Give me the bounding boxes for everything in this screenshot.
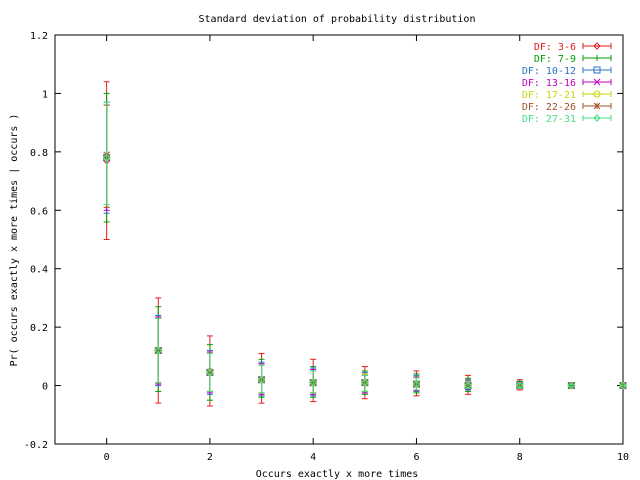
legend-sample bbox=[582, 67, 612, 73]
axis-ticks: 0 2 4 6 8 10 -0.2 0 0.2 0.4 0.6 0.8 1 1.2 bbox=[24, 31, 629, 463]
legend-entry: DF: 10-12 bbox=[522, 66, 612, 77]
series-6 bbox=[103, 104, 627, 394]
data-point bbox=[594, 55, 600, 61]
series-2 bbox=[103, 92, 626, 401]
legend-entry: DF: 22-26 bbox=[522, 102, 612, 113]
plot-frame bbox=[54, 34, 624, 445]
error-bar bbox=[258, 364, 265, 394]
legend-sample bbox=[582, 43, 612, 49]
error-bar bbox=[155, 317, 162, 384]
legend-entry: DF: 3-6 bbox=[534, 42, 612, 53]
legend-label: DF: 10-12 bbox=[522, 66, 576, 77]
x-tick-label: 4 bbox=[310, 452, 316, 463]
legend-label: DF: 22-26 bbox=[522, 102, 576, 113]
data-point bbox=[593, 114, 601, 122]
legend-entry: DF: 7-9 bbox=[534, 54, 612, 65]
legend-label: DF: 13-16 bbox=[522, 78, 576, 89]
y-tick-label: 0.6 bbox=[30, 206, 48, 217]
x-tick-label: 8 bbox=[517, 452, 523, 463]
legend-entry: DF: 27-31 bbox=[522, 114, 612, 125]
y-tick-label: 0.8 bbox=[30, 148, 48, 159]
data-point bbox=[567, 381, 576, 390]
y-tick-label: 0.4 bbox=[30, 265, 48, 276]
y-tick-label: -0.2 bbox=[24, 440, 48, 451]
series-3 bbox=[103, 101, 627, 397]
data-point bbox=[593, 102, 601, 110]
y-axis-label: Pr( occurs exactly x more times | occurs… bbox=[9, 114, 20, 367]
x-tick-label: 6 bbox=[413, 452, 419, 463]
y-tick-label: 0 bbox=[42, 382, 48, 393]
error-bar bbox=[103, 101, 110, 205]
data-point bbox=[516, 381, 524, 390]
error-bar bbox=[620, 384, 626, 387]
error-bar bbox=[206, 352, 213, 392]
error-bar bbox=[310, 370, 317, 394]
data-point bbox=[154, 346, 162, 355]
data-point bbox=[464, 381, 472, 390]
series-5 bbox=[103, 104, 627, 394]
data-point bbox=[206, 368, 214, 377]
series-1 bbox=[102, 81, 627, 407]
series-layer bbox=[102, 81, 627, 407]
data-point bbox=[102, 153, 111, 162]
data-point bbox=[361, 378, 369, 387]
legend-label: DF: 17-21 bbox=[522, 90, 576, 101]
data-point bbox=[593, 66, 601, 74]
series-4 bbox=[103, 104, 627, 395]
chart-title: Standard deviation of probability distri… bbox=[199, 14, 476, 25]
x-tick-label: 2 bbox=[207, 452, 213, 463]
legend-entry: DF: 17-21 bbox=[522, 90, 612, 101]
data-point bbox=[309, 378, 317, 387]
error-bar bbox=[413, 377, 420, 391]
x-tick-label: 0 bbox=[104, 452, 110, 463]
legend-entry: DF: 13-16 bbox=[522, 78, 612, 89]
y-tick-label: 0.2 bbox=[30, 323, 48, 334]
data-point bbox=[257, 376, 266, 384]
x-axis-label: Occurs exactly x more times bbox=[256, 469, 419, 480]
legend-label: DF: 27-31 bbox=[522, 114, 576, 125]
legend-sample bbox=[582, 91, 612, 97]
legend-label: DF: 7-9 bbox=[534, 54, 576, 65]
data-point bbox=[412, 380, 421, 388]
x-tick-label: 10 bbox=[617, 452, 629, 463]
data-point bbox=[593, 90, 601, 98]
data-point bbox=[593, 42, 601, 50]
error-bar bbox=[361, 374, 368, 392]
data-point bbox=[619, 381, 627, 390]
y-tick-label: 1.2 bbox=[30, 31, 48, 42]
legend-sample bbox=[582, 115, 612, 121]
legend-label: DF: 3-6 bbox=[534, 42, 576, 53]
series-7 bbox=[102, 101, 627, 394]
y-tick-label: 1 bbox=[42, 89, 48, 100]
data-point bbox=[593, 78, 601, 86]
